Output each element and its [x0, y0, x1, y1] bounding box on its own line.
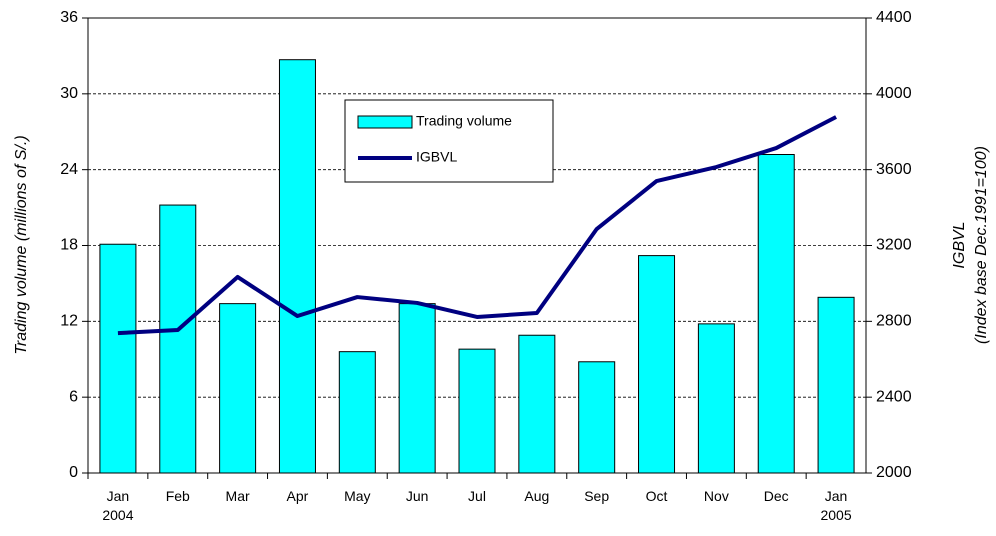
y2-axis-title: (Index base Dec.1991=100): [973, 146, 990, 344]
y-tick-label: 30: [60, 85, 78, 102]
legend-swatch: [357, 115, 413, 129]
y2-tick-label: 2400: [876, 388, 912, 405]
legend: [344, 99, 554, 183]
y2-tick-label: 3200: [876, 237, 912, 254]
y-tick-label: 36: [60, 9, 78, 26]
bar: [99, 243, 137, 474]
y-tick-label: 6: [69, 388, 78, 405]
x-tick-label: Aug: [524, 488, 550, 504]
y2-tick-label: 3600: [876, 161, 912, 178]
bar: [159, 204, 197, 474]
x-tick-label: Nov: [703, 488, 729, 504]
x-tick-label: Feb: [165, 488, 190, 504]
y-tick-label: 18: [60, 237, 78, 254]
x-tick-label: Apr: [286, 488, 309, 504]
x-tick-label: May: [344, 488, 371, 504]
y-tick-label: 12: [60, 313, 78, 330]
x-tick-label: Mar: [225, 488, 250, 504]
plot-frame: [87, 17, 867, 474]
x-tick-label: Oct: [645, 488, 668, 504]
y2-tick-label: 4400: [876, 9, 912, 26]
x-tick-label: Jul: [468, 488, 486, 504]
bar: [638, 255, 676, 474]
bar: [458, 348, 496, 474]
legend-label: Trading volume: [416, 113, 512, 129]
bar: [578, 361, 616, 474]
y2-axis-title: IGBVL: [951, 221, 968, 268]
x-tick-label: Dec: [763, 488, 789, 504]
bar: [338, 351, 376, 474]
x-tick-label: Jan 2005: [820, 488, 852, 523]
bar: [817, 296, 855, 474]
y-axis-title: Trading volume (millions of S/.): [13, 135, 30, 354]
y2-tick-label: 2800: [876, 313, 912, 330]
y2-tick-label: 2000: [876, 464, 912, 481]
x-tick-label: Jun: [405, 488, 429, 504]
y-tick-label: 0: [69, 464, 78, 481]
y2-tick-label: 4000: [876, 85, 912, 102]
bar: [398, 303, 436, 474]
legend-label: IGBVL: [416, 149, 457, 165]
bar: [219, 303, 257, 474]
bar: [697, 323, 735, 474]
y-tick-label: 24: [60, 161, 78, 178]
bar: [757, 154, 795, 474]
bar: [518, 334, 556, 474]
x-tick-label: Jan 2004: [102, 488, 134, 523]
bar: [278, 59, 316, 474]
x-tick-label: Sep: [584, 488, 610, 504]
line: [117, 115, 837, 336]
